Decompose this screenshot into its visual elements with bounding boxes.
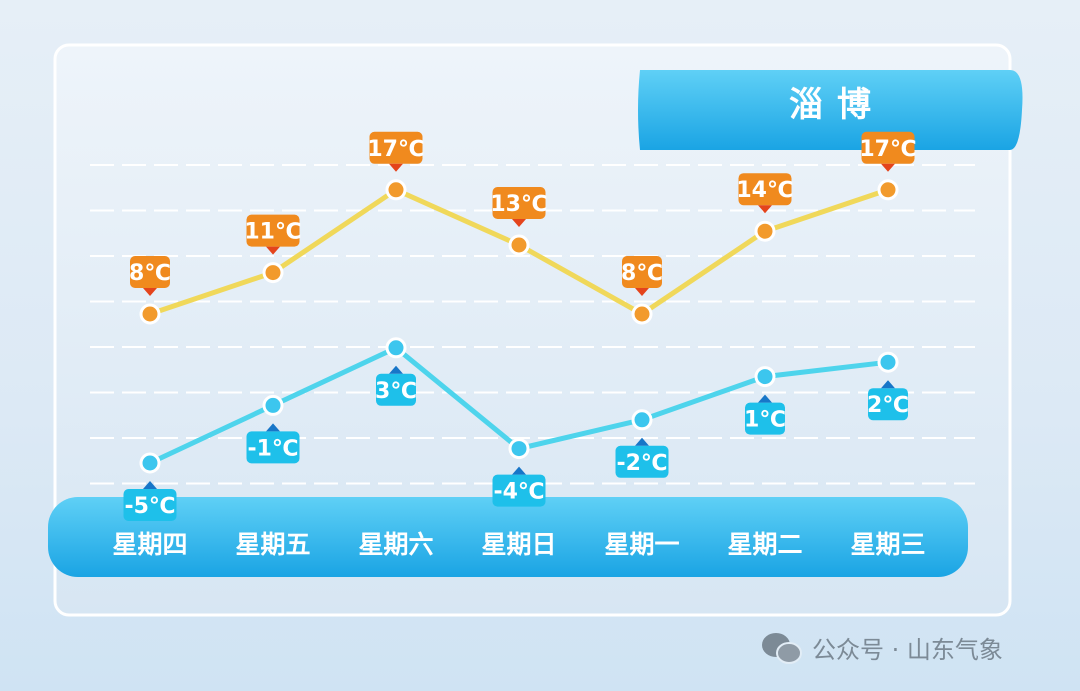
low-temp-point — [508, 438, 530, 460]
low-label-box — [868, 388, 908, 421]
high-temp-point — [754, 220, 776, 242]
high-temp-point — [508, 234, 530, 256]
low-label-box — [376, 373, 416, 406]
title-band — [638, 70, 1023, 150]
low-label-box — [246, 431, 300, 464]
low-temp-point — [877, 351, 899, 373]
low-temp-point — [262, 394, 284, 416]
label-pointer — [758, 394, 772, 403]
high-temp-point — [385, 179, 407, 201]
label-pointer — [881, 380, 895, 389]
watermark-text: 公众号 · 山东气象 — [812, 636, 1003, 664]
low-label-box — [615, 445, 669, 478]
high-temp-point — [262, 262, 284, 284]
high-label-box — [861, 131, 915, 164]
high-temp-label: 13℃ — [490, 192, 547, 217]
label-pointer — [635, 437, 649, 446]
label-pointer — [143, 481, 157, 489]
label-pointer — [881, 163, 895, 172]
low-label-box — [745, 402, 785, 435]
high-label-box — [622, 256, 662, 288]
day-label: 星期四 — [112, 530, 187, 559]
high-temp-label: 11℃ — [244, 220, 301, 245]
low-temp-label: -1℃ — [247, 436, 298, 461]
label-pointer — [635, 288, 649, 296]
high-temp-label: 8℃ — [129, 261, 171, 286]
label-pointer — [512, 219, 526, 227]
city-title: 淄博 — [789, 85, 885, 125]
day-label: 星期二 — [727, 530, 802, 559]
high-temp-label: 8℃ — [621, 261, 663, 286]
low-temp-label: 2℃ — [867, 393, 909, 418]
low-temp-point — [385, 337, 407, 359]
high-temp-label: 17℃ — [367, 137, 424, 162]
low-label-box — [123, 489, 177, 521]
high-label-box — [492, 187, 546, 219]
wechat-icon — [762, 632, 802, 664]
low-temp-label: -2℃ — [616, 451, 667, 476]
label-pointer — [512, 466, 526, 475]
high-label-box — [369, 131, 423, 164]
high-temp-point — [631, 303, 653, 325]
low-temp-label: -4℃ — [493, 480, 544, 505]
label-pointer — [389, 163, 403, 172]
low-temp-label: 3℃ — [375, 379, 417, 404]
label-pointer — [143, 288, 157, 296]
label-pointer — [758, 205, 772, 214]
day-label: 星期六 — [358, 530, 433, 559]
low-temp-point — [631, 409, 653, 431]
high-label-box — [246, 214, 300, 247]
day-label: 星期五 — [235, 530, 310, 559]
day-label: 星期日 — [481, 530, 556, 559]
day-band — [48, 497, 968, 577]
watermark: 公众号 · 山东气象 — [760, 630, 1003, 665]
low-temp-point — [139, 452, 161, 474]
high-label-box — [738, 173, 792, 206]
high-temp-point — [139, 303, 161, 325]
day-label: 星期三 — [850, 530, 925, 559]
low-label-box — [492, 474, 546, 507]
high-label-box — [130, 256, 170, 288]
high-temp-point — [877, 179, 899, 201]
day-label: 星期一 — [604, 530, 679, 559]
label-pointer — [266, 246, 280, 255]
high-temp-label: 17℃ — [859, 137, 916, 162]
low-temp-label: -5℃ — [124, 494, 175, 519]
low-temp-label: 1℃ — [744, 408, 786, 433]
label-pointer — [266, 423, 280, 432]
low-temp-point — [754, 366, 776, 388]
high-temp-label: 14℃ — [736, 178, 793, 203]
label-pointer — [389, 365, 403, 374]
